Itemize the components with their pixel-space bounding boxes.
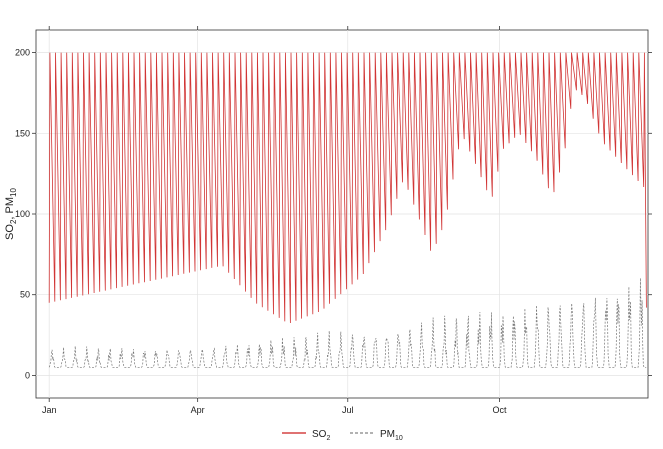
legend: SO2 PM10 [282, 429, 403, 442]
series-so2-line [48, 52, 647, 324]
x-tick-label-jul: Jul [342, 405, 354, 415]
y-tick-label-150: 150 [15, 128, 30, 138]
legend-pm10-label: PM10 [380, 429, 403, 442]
series-layer [48, 52, 647, 368]
y-tick-label-0: 0 [25, 370, 30, 380]
y-tick-label-50: 50 [20, 290, 30, 300]
y-tick-label-100: 100 [15, 209, 30, 219]
x-tick-label-oct: Oct [493, 405, 508, 415]
x-tick-label-jan: Jan [42, 405, 57, 415]
y-axis-title: SO2, PM10 [4, 188, 18, 240]
series-pm10-line [48, 278, 647, 368]
x-tick-label-apr: Apr [191, 405, 205, 415]
legend-so2-label: SO2 [312, 429, 330, 442]
axis-layer: 0 50 100 150 200 Jan Apr Jul Oct [15, 26, 652, 415]
y-tick-label-200: 200 [15, 48, 30, 58]
